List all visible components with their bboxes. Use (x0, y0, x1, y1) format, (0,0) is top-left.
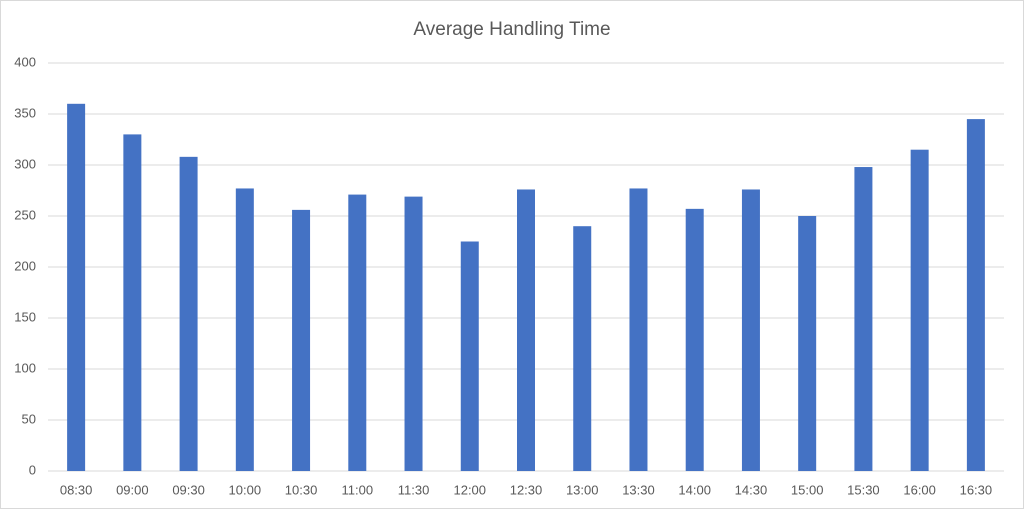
bar (179, 156, 198, 471)
bar (629, 188, 648, 471)
bar (573, 226, 592, 471)
x-tick-label: 08:30 (60, 482, 93, 497)
bar (67, 103, 86, 472)
x-tick-label: 11:00 (342, 482, 374, 497)
y-tick-label: 350 (14, 105, 36, 120)
x-tick-label: 09:30 (172, 482, 205, 497)
y-tick-label: 50 (22, 411, 36, 426)
x-tick-label: 13:30 (622, 482, 655, 497)
x-tick-label: 16:00 (903, 482, 936, 497)
x-tick-label: 15:30 (847, 482, 880, 497)
x-tick-label: 14:00 (678, 482, 711, 497)
x-tick-label: 10:30 (285, 482, 318, 497)
bar (235, 188, 254, 471)
bar (910, 149, 929, 471)
bar (685, 208, 704, 472)
y-tick-label: 100 (14, 360, 36, 375)
bar (460, 241, 479, 471)
x-tick-label: 13:00 (566, 482, 599, 497)
bar (123, 134, 142, 471)
x-tick-label: 09:00 (116, 482, 149, 497)
bar (292, 209, 311, 471)
x-tick-label: 12:00 (453, 482, 486, 497)
y-tick-label: 0 (29, 462, 36, 477)
chart-title: Average Handling Time (413, 19, 610, 40)
x-tick-label: 10:00 (229, 482, 262, 497)
bar (517, 189, 535, 472)
x-tick-label: 12:30 (510, 482, 543, 497)
bar (966, 119, 985, 471)
y-tick-label: 200 (14, 258, 36, 273)
bar (798, 216, 817, 471)
y-tick-label: 400 (14, 54, 36, 69)
bar (348, 194, 367, 471)
bar (404, 196, 423, 471)
y-tick-label: 250 (14, 207, 36, 222)
y-tick-label: 150 (14, 309, 36, 324)
x-tick-label: 14:30 (735, 482, 768, 497)
x-tick-label: 16:30 (960, 482, 993, 497)
x-tick-label: 11:30 (398, 482, 430, 497)
bar (854, 167, 873, 472)
bar (741, 189, 760, 472)
x-tick-label: 15:00 (791, 482, 824, 497)
y-tick-label: 300 (14, 156, 36, 171)
